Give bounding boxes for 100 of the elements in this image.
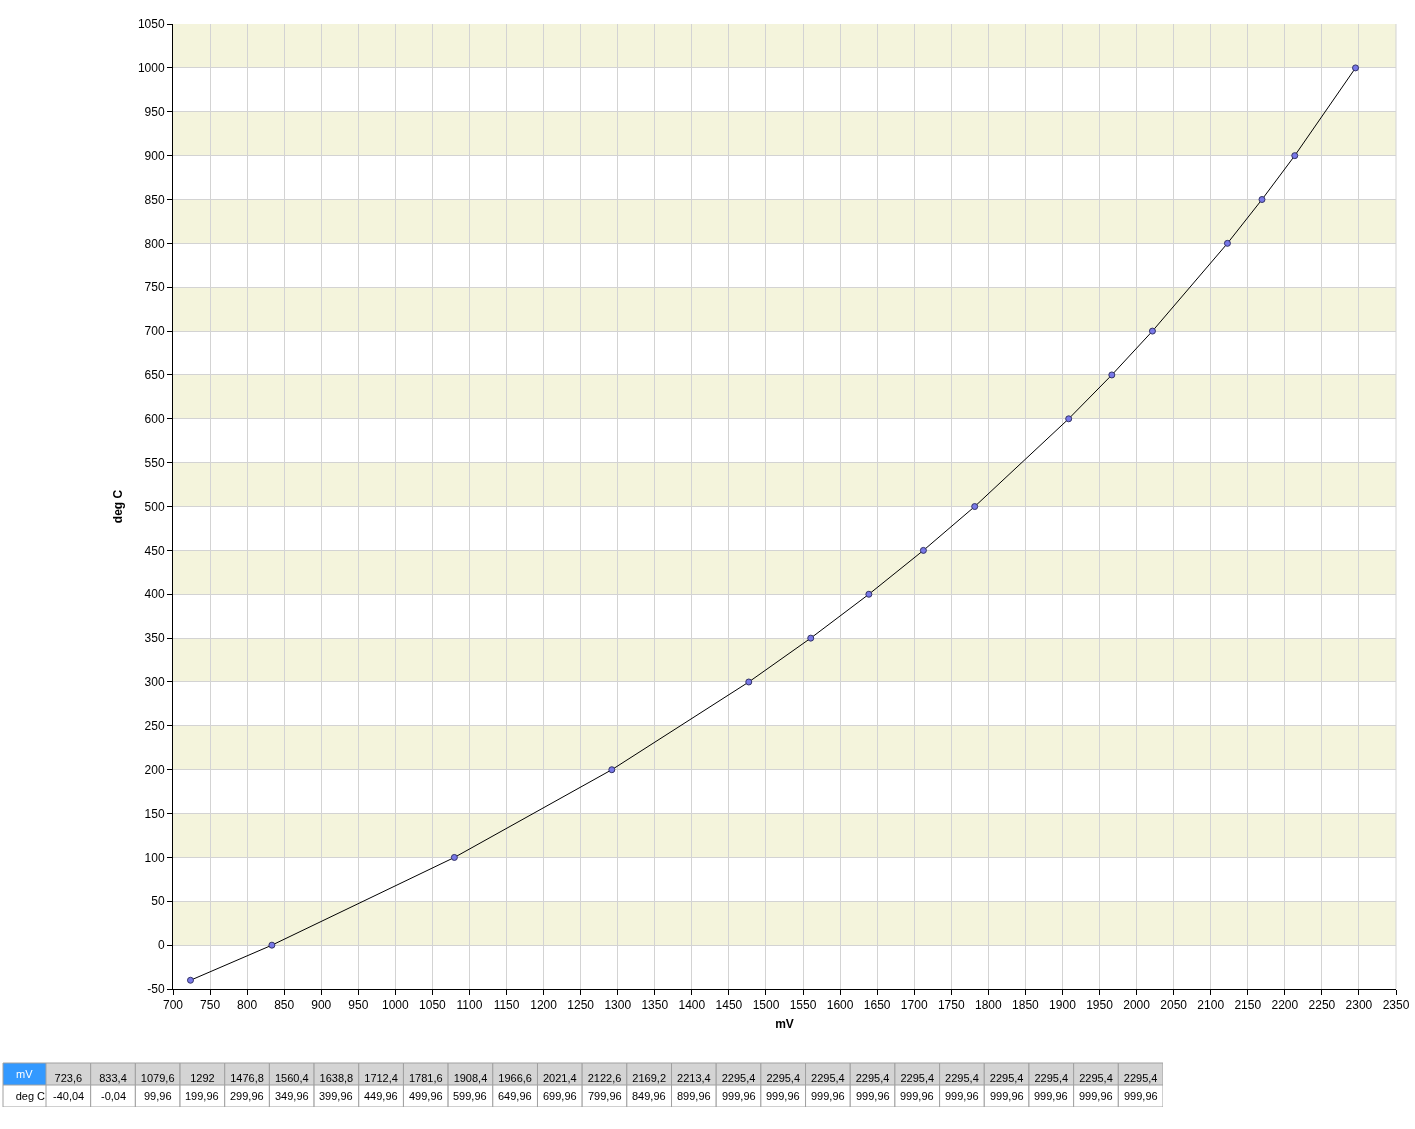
text: 699,96	[543, 1090, 577, 1102]
y-tick-label: 550	[144, 455, 165, 470]
text: 999,96	[900, 1090, 934, 1102]
category-label: 2295,4	[811, 1071, 845, 1084]
category-label: 2295,4	[945, 1071, 979, 1084]
text: 349,96	[275, 1090, 309, 1102]
x-tick-label: 1150	[493, 998, 520, 1013]
y-axis-title: deg C	[111, 489, 126, 524]
x-tick-label: 1900	[1049, 998, 1077, 1013]
category-label: deg C	[15, 1089, 45, 1102]
y-tick-label: 0	[157, 938, 165, 953]
y-tick-label: 50	[151, 894, 165, 909]
category-label: 833,4	[99, 1071, 127, 1084]
text: 999,96	[990, 1090, 1024, 1102]
x-tick-label: 2250	[1308, 998, 1336, 1013]
category-label: 2295,4	[989, 1071, 1024, 1084]
y-tick-label: 100	[144, 850, 165, 865]
category-label: 2295,4	[1034, 1071, 1069, 1084]
y-tick-label: 1000	[137, 61, 165, 76]
x-axis-title: mV	[775, 1017, 794, 1032]
y-tick-label: 300	[144, 675, 165, 690]
text: 899,96	[677, 1090, 711, 1102]
y-tick-label: 750	[144, 280, 165, 295]
category-label: 2295,4	[766, 1071, 801, 1084]
category-label: 1638,8	[319, 1071, 354, 1084]
category-label: 1560,4	[274, 1071, 309, 1084]
y-tick-label: 1050	[137, 17, 165, 32]
text: 999,96	[1079, 1090, 1113, 1102]
text: 999,96	[1124, 1090, 1158, 1102]
category-label: 2295,4	[900, 1071, 935, 1084]
x-tick-label: 2100	[1197, 998, 1225, 1013]
category-label: 1908,4	[453, 1071, 488, 1084]
text: 799,96	[588, 1090, 622, 1102]
x-tick-label: 1550	[789, 998, 817, 1013]
text: 999,96	[1034, 1090, 1068, 1102]
x-tick-label: 2200	[1271, 998, 1299, 1013]
x-tick-label: 1500	[752, 998, 780, 1013]
text: 499,96	[409, 1090, 443, 1102]
x-tick-label: 1750	[937, 998, 965, 1013]
x-tick-label: 1850	[1012, 998, 1040, 1013]
x-tick-label: 900	[311, 998, 332, 1013]
y-tick-label: 450	[144, 543, 165, 558]
text: mV	[16, 1068, 34, 1080]
category-label: 1712,4	[364, 1071, 398, 1084]
category-label: 1292	[190, 1071, 215, 1084]
text: 299,96	[230, 1090, 264, 1102]
category-label: 1476,8	[230, 1071, 264, 1084]
x-tick-label: 2000	[1123, 998, 1151, 1013]
y-tick-label: -50	[147, 982, 165, 997]
y-tick-label: 650	[144, 368, 165, 383]
y-tick-label: 850	[144, 192, 165, 207]
text: 999,96	[811, 1090, 845, 1102]
y-tick-label: 250	[144, 719, 165, 734]
x-tick-label: 1300	[604, 998, 632, 1013]
category-label: 2213,4	[677, 1071, 711, 1084]
category-label: 2122,6	[587, 1071, 622, 1084]
y-tick-label: 700	[144, 324, 165, 339]
text: -0,04	[101, 1090, 127, 1102]
y-tick-label: 150	[144, 806, 165, 821]
x-tick-label: 1950	[1086, 998, 1114, 1013]
category-label: 1966,6	[498, 1071, 532, 1084]
y-tick-label: 600	[144, 411, 165, 426]
text: 599,96	[453, 1090, 487, 1102]
y-tick-label: 200	[144, 762, 165, 777]
category-label: 2295,4	[855, 1071, 890, 1084]
x-tick-label: 700	[162, 998, 184, 1013]
text: 99,96	[144, 1090, 172, 1102]
x-tick-label: 1800	[974, 998, 1002, 1013]
category-label: 2169,2	[632, 1071, 667, 1084]
x-tick-label: 1600	[826, 998, 854, 1013]
x-tick-label: 1700	[900, 998, 928, 1013]
text: 849,96	[632, 1090, 666, 1102]
category-label: 2295,4	[721, 1071, 756, 1084]
x-tick-label: 2150	[1234, 998, 1262, 1013]
text: -40,04	[53, 1090, 85, 1102]
category-label: 2295,4	[1079, 1071, 1113, 1084]
x-tick-label: 1200	[530, 998, 558, 1013]
text: 999,96	[945, 1090, 979, 1102]
x-tick-label: 850	[274, 998, 295, 1013]
x-tick-label: 1650	[863, 998, 891, 1013]
category-label: 1781,6	[408, 1071, 443, 1084]
text: 449,96	[364, 1090, 398, 1102]
x-tick-label: 1400	[678, 998, 706, 1013]
y-tick-label: 350	[144, 631, 165, 646]
x-tick-label: 1100	[456, 998, 483, 1013]
text: 649,96	[498, 1090, 532, 1102]
y-tick-label: 800	[144, 236, 165, 251]
category-label: 1079,6	[140, 1071, 175, 1084]
x-tick-label: 2050	[1160, 998, 1188, 1013]
x-tick-label: 1000	[382, 998, 410, 1013]
category-label: 2021,4	[542, 1071, 577, 1084]
x-tick-label: 800	[237, 998, 258, 1013]
y-tick-label: 950	[144, 104, 165, 119]
text: 199,96	[185, 1090, 219, 1102]
x-tick-label: 750	[200, 998, 221, 1013]
x-tick-label: 2300	[1345, 998, 1373, 1013]
x-tick-label: 1450	[715, 998, 743, 1013]
x-tick-label: 2350	[1382, 998, 1410, 1013]
category-label: 723,6	[54, 1071, 83, 1084]
y-tick-label: 400	[144, 587, 165, 602]
